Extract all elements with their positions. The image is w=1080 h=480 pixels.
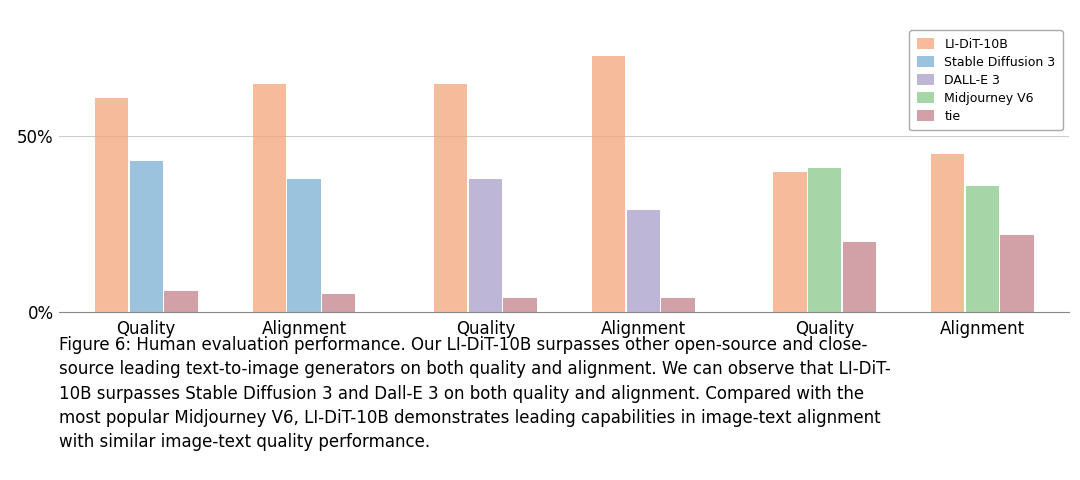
Bar xyxy=(95,98,129,312)
Bar xyxy=(931,154,964,312)
Bar xyxy=(842,242,876,312)
Bar xyxy=(322,294,355,312)
Bar xyxy=(626,210,660,312)
Bar xyxy=(808,168,841,312)
Text: Figure 6: Human evaluation performance. Our LI-DiT-10B surpasses other open-sour: Figure 6: Human evaluation performance. … xyxy=(59,336,891,451)
Bar xyxy=(253,84,286,312)
Legend: LI-DiT-10B, Stable Diffusion 3, DALL-E 3, Midjourney V6, tie: LI-DiT-10B, Stable Diffusion 3, DALL-E 3… xyxy=(909,30,1063,130)
Bar xyxy=(164,291,198,312)
Bar xyxy=(130,161,163,312)
Bar xyxy=(503,298,537,312)
Bar xyxy=(661,298,694,312)
Bar xyxy=(592,56,625,312)
Bar xyxy=(773,171,807,312)
Bar xyxy=(1000,235,1034,312)
Bar xyxy=(434,84,468,312)
Bar xyxy=(469,179,502,312)
Bar xyxy=(966,186,999,312)
Bar xyxy=(287,179,321,312)
